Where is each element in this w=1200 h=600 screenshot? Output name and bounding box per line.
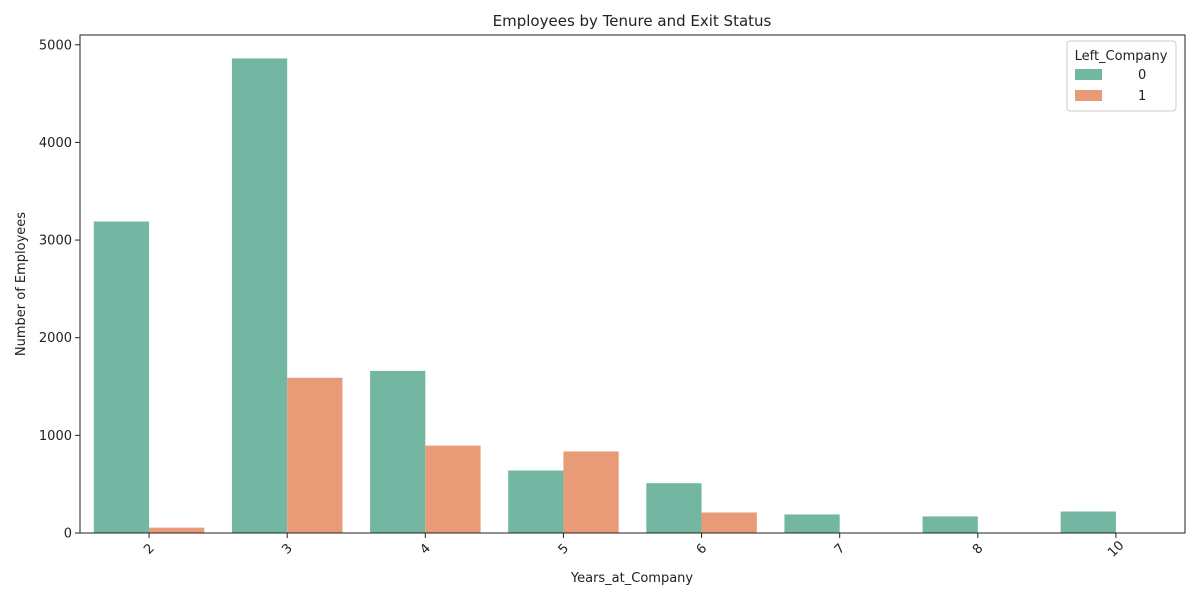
x-axis: 2 3 4 5 6 7 8 10 [141, 533, 1127, 561]
bar-series-1-cat-2 [149, 527, 205, 533]
bar-series-0-cat-5 [508, 470, 564, 533]
y-tick-label: 3000 [39, 234, 72, 249]
bars-group [93, 58, 1116, 533]
y-tick-label: 5000 [39, 38, 72, 53]
x-axis-label: Years_at_Company [570, 571, 694, 586]
legend-title: Left_Company [1075, 49, 1168, 64]
plot-frame [79, 34, 1186, 534]
x-tick-label: 5 [556, 541, 572, 557]
legend-swatch-1 [1075, 90, 1102, 101]
bar-series-1-cat-3 [287, 377, 343, 533]
x-tick-label: 4 [417, 541, 433, 557]
y-tick-label: 4000 [39, 136, 72, 151]
bar-series-1-cat-4 [425, 445, 481, 533]
bar-series-0-cat-3 [231, 58, 288, 533]
chart-title: Employees by Tenure and Exit Status [493, 12, 772, 30]
bar-series-0-cat-7 [784, 514, 840, 533]
bar-series-0-cat-4 [370, 370, 426, 533]
legend-swatch-0 [1075, 69, 1102, 80]
legend-entry-1: 1 [1138, 89, 1146, 104]
x-tick-label: 10 [1105, 538, 1127, 560]
y-tick-label: 0 [64, 527, 72, 542]
y-tick-label: 1000 [39, 429, 72, 444]
y-axis-label: Number of Employees [14, 212, 29, 356]
bar-series-0-cat-8 [922, 516, 978, 533]
bar-series-1-cat-6 [701, 512, 757, 533]
bar-series-0-cat-2 [93, 221, 150, 533]
y-axis: 0 1000 2000 3000 4000 5000 [39, 38, 80, 542]
x-tick-label: 3 [279, 541, 295, 557]
legend: Left_Company 0 1 [1066, 40, 1177, 112]
bar-series-0-cat-10 [1060, 511, 1116, 533]
legend-entry-0: 0 [1138, 68, 1146, 83]
y-tick-label: 2000 [39, 331, 72, 346]
x-tick-label: 8 [970, 541, 986, 557]
x-tick-label: 7 [832, 541, 848, 557]
bar-series-1-cat-5 [563, 451, 619, 533]
bar-series-0-cat-6 [646, 483, 702, 533]
x-tick-label: 6 [694, 541, 710, 557]
x-tick-label: 2 [141, 541, 157, 557]
